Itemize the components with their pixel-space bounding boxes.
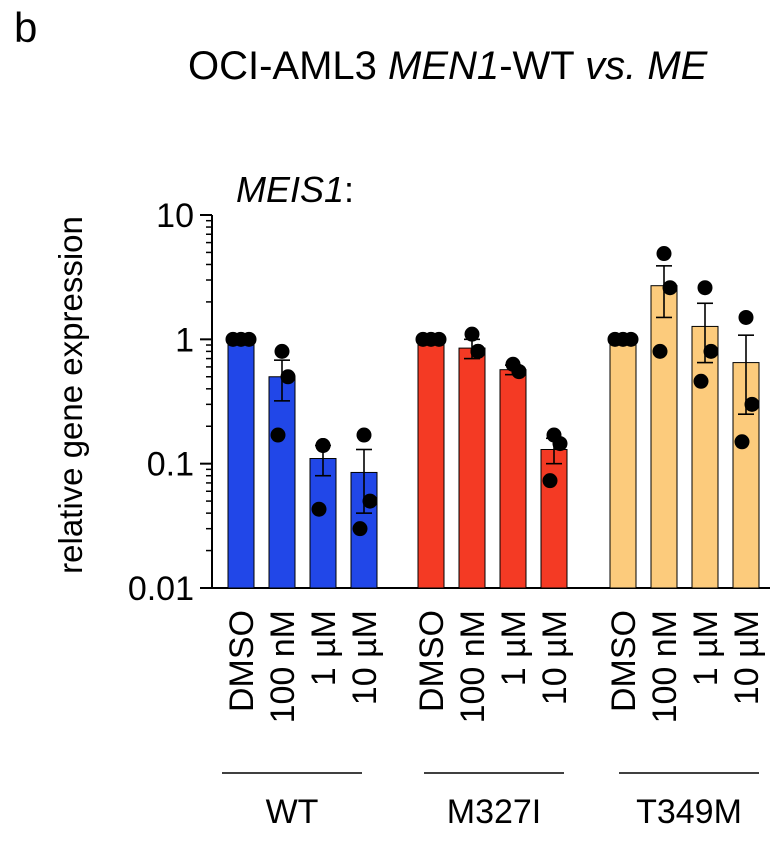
bar (650, 285, 678, 589)
x-tick-label: DMSO (413, 610, 451, 712)
data-point (652, 343, 668, 359)
data-point (656, 246, 672, 262)
y-tick-label: 10 (156, 197, 194, 235)
data-point (356, 427, 372, 443)
data-point (734, 434, 750, 450)
subtitle-suffix: : (344, 169, 354, 210)
data-point (270, 427, 286, 443)
bar (309, 458, 337, 589)
group-label: WT (266, 793, 319, 831)
data-point (464, 326, 480, 342)
title-prefix: OCI-AML3 (188, 44, 389, 88)
x-tick-label: 100 nM (264, 610, 302, 723)
data-point (542, 473, 558, 489)
title-vs: vs. (585, 44, 637, 88)
data-point (274, 343, 290, 359)
panel-letter: b (14, 4, 38, 51)
bar (227, 338, 255, 589)
data-point (511, 364, 527, 380)
bar (458, 347, 486, 589)
bar (417, 338, 445, 589)
data-point (552, 436, 568, 452)
data-point (470, 343, 486, 359)
x-tick-label: 1 µM (687, 610, 725, 686)
data-point (352, 521, 368, 537)
data-point (280, 369, 296, 385)
group-label: T349M (636, 793, 742, 831)
figure-title: OCI-AML3 MEN1-WT vs. ME (188, 44, 707, 89)
x-tick-label: DMSO (223, 610, 261, 712)
x-tick-label: 100 nM (454, 610, 492, 723)
data-point (311, 501, 327, 517)
data-point (241, 331, 257, 347)
y-tick-label: 1 (175, 321, 194, 359)
bar (691, 325, 719, 589)
bar (268, 376, 296, 589)
subtitle-gene: MEIS1 (236, 169, 344, 210)
x-tick-label: 100 nM (646, 610, 684, 723)
x-tick-label: DMSO (605, 610, 643, 712)
y-tick-label: 0.1 (147, 446, 194, 484)
title-gene: MEN1 (388, 44, 500, 88)
data-point (362, 493, 378, 509)
bar (609, 338, 637, 589)
chart-subtitle: MEIS1: (236, 169, 354, 210)
bar (499, 369, 527, 589)
data-point (662, 280, 678, 296)
data-point (703, 343, 719, 359)
bar (540, 448, 568, 589)
group-label: M327I (447, 793, 542, 831)
data-point (744, 396, 760, 412)
data-point (431, 331, 447, 347)
y-axis-label: relative gene expression (52, 216, 89, 574)
x-tick-label: 1 µM (495, 610, 533, 686)
data-point (315, 437, 331, 453)
x-tick-label: 10 µM (346, 610, 384, 705)
data-point (738, 309, 754, 325)
data-point (693, 373, 709, 389)
title-mid: -WT (499, 44, 586, 88)
x-tick-label: 10 µM (536, 610, 574, 705)
data-point (623, 331, 639, 347)
title-rest: ME (636, 44, 708, 88)
y-tick-label: 0.01 (128, 570, 194, 608)
data-point (697, 280, 713, 296)
x-tick-label: 1 µM (305, 610, 343, 686)
x-tick-label: 10 µM (728, 610, 766, 705)
